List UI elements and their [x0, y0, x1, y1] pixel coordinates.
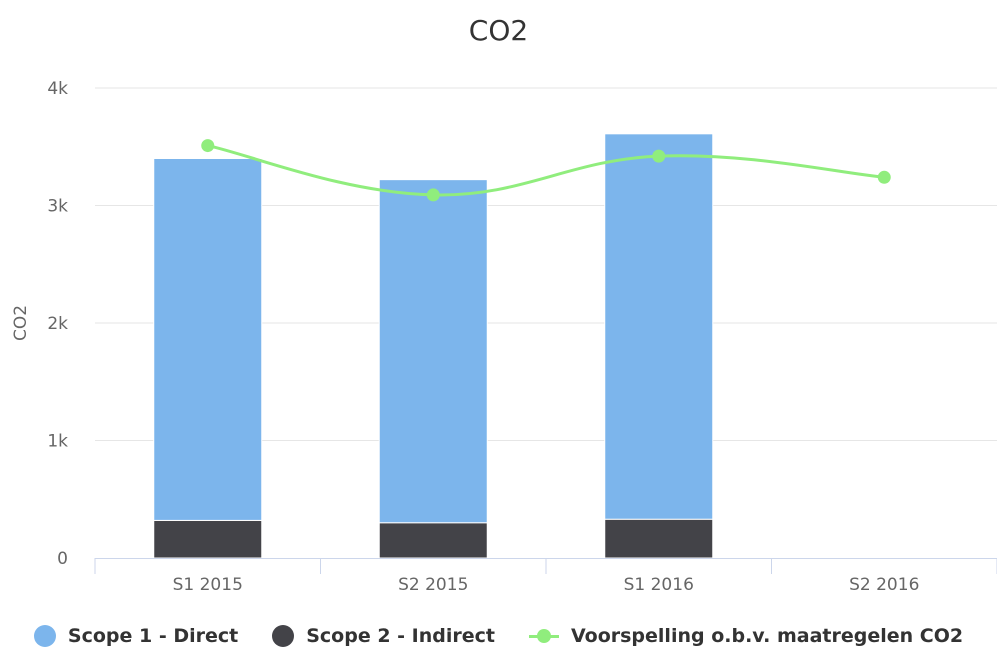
bars — [153, 133, 714, 559]
legend-label-forecast: Voorspelling o.b.v. maatregelen CO2 — [570, 625, 964, 647]
forecast-point[interactable] — [201, 139, 215, 153]
forecast-line-layer — [201, 139, 891, 202]
chart-title: CO2 — [469, 14, 528, 47]
bar-scope-2-indirect[interactable] — [604, 518, 714, 559]
x-tick-label: S2 2015 — [398, 575, 468, 595]
x-tick-label: S2 2016 — [849, 575, 919, 595]
bar-scope-1-direct[interactable] — [604, 133, 714, 520]
forecast-point[interactable] — [877, 170, 891, 184]
legend-marker-scope-2 — [272, 625, 295, 647]
forecast-line — [207, 144, 885, 197]
legend-marker-scope-1 — [33, 625, 56, 647]
forecast-point[interactable] — [652, 149, 666, 163]
bar-scope-2-indirect[interactable] — [153, 519, 263, 559]
y-tick-label: 0 — [57, 549, 68, 569]
x-tick-label: S1 2015 — [173, 575, 243, 595]
bar-scope-2-indirect[interactable] — [378, 522, 488, 559]
x-tick-label: S1 2016 — [624, 575, 694, 595]
y-tick-label: 1k — [47, 432, 68, 452]
y-tick-label: 2k — [47, 314, 68, 334]
bar-scope-1-direct[interactable] — [153, 158, 263, 521]
legend-item-scope-1[interactable]: Scope 1 - Direct — [33, 625, 239, 647]
legend-item-scope-2[interactable]: Scope 2 - Indirect — [272, 625, 495, 647]
y-tick-label: 4k — [47, 79, 68, 99]
legend-item-forecast[interactable]: Voorspelling o.b.v. maatregelen CO2 — [528, 625, 964, 647]
y-axis-ticks: 0 1k 2k 3k 4k — [47, 79, 68, 569]
forecast-point[interactable] — [426, 188, 440, 202]
y-tick-label: 3k — [47, 197, 68, 217]
y-axis-label: CO2 — [11, 305, 31, 341]
legend-label-scope-1: Scope 1 - Direct — [67, 625, 239, 647]
bar-scope-1-direct[interactable] — [378, 179, 488, 524]
legend-marker-forecast — [528, 625, 559, 647]
legend: Scope 1 - Direct Scope 2 - Indirect Voor… — [0, 620, 997, 652]
x-axis: S1 2015 S2 2015 S1 2016 S2 2016 — [94, 558, 997, 595]
legend-label-scope-2: Scope 2 - Indirect — [306, 625, 495, 647]
